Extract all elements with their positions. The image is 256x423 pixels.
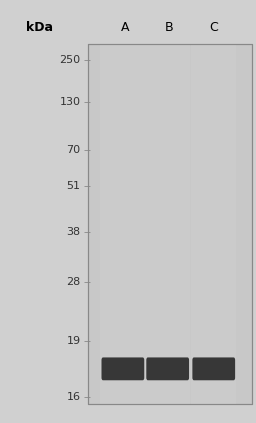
Text: kDa: kDa <box>26 21 53 34</box>
Text: 19: 19 <box>67 336 81 346</box>
Text: 38: 38 <box>67 227 81 237</box>
Text: 70: 70 <box>67 145 81 155</box>
Text: C: C <box>209 21 218 34</box>
Text: 250: 250 <box>59 55 81 65</box>
Bar <box>191 44 236 404</box>
Text: 130: 130 <box>60 96 81 107</box>
Bar <box>100 44 145 404</box>
Text: 51: 51 <box>67 181 81 191</box>
Bar <box>88 44 252 404</box>
Bar <box>88 44 252 404</box>
Bar <box>145 44 190 404</box>
Text: 28: 28 <box>66 277 81 287</box>
FancyBboxPatch shape <box>193 357 235 380</box>
FancyBboxPatch shape <box>146 357 189 380</box>
Text: 16: 16 <box>67 392 81 402</box>
Text: B: B <box>165 21 173 34</box>
FancyBboxPatch shape <box>101 357 144 380</box>
Text: A: A <box>121 21 130 34</box>
